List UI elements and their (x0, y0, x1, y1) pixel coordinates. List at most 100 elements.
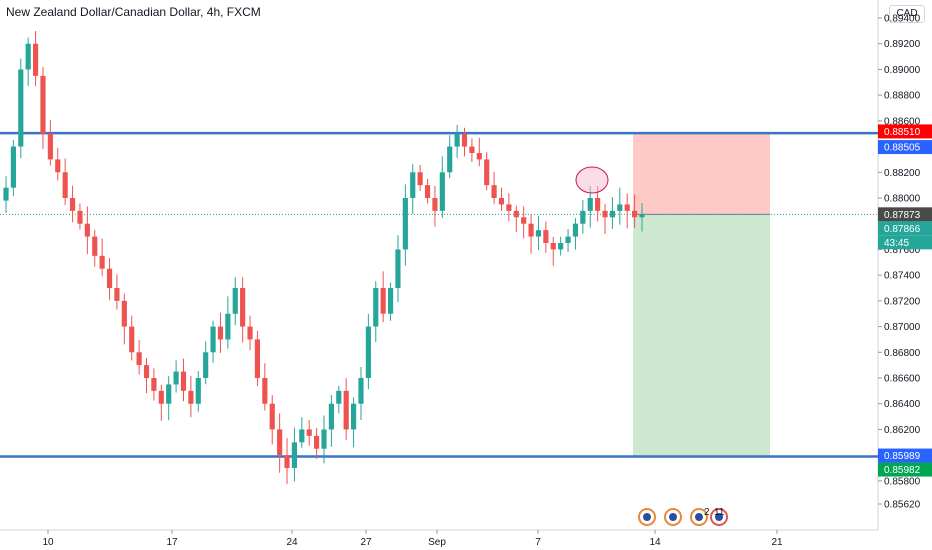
event-flag-icon[interactable] (638, 508, 656, 526)
candle-body (365, 326, 371, 378)
candle-body (232, 288, 238, 314)
candle-body (395, 249, 401, 288)
price-tick-label: 0.89000 (884, 65, 921, 76)
price-tick-label: 0.89400 (884, 14, 921, 25)
time-tick-label: 10 (42, 537, 54, 548)
countdown-label-bg (878, 235, 932, 250)
candle-body (506, 204, 512, 211)
candle-body (106, 268, 113, 288)
candle-body (328, 403, 334, 430)
candle-body (143, 365, 150, 378)
candle-body (121, 300, 127, 327)
time-tick-label: Sep (428, 537, 446, 548)
candle-body (580, 210, 586, 224)
stop-price-label-bg (878, 124, 932, 139)
countdown-label: 43:45 (884, 238, 909, 249)
bid-price-label-bg (878, 221, 932, 236)
candle-body (77, 210, 83, 224)
candle-body (151, 378, 157, 391)
candle-body (461, 133, 468, 147)
candle-body (402, 198, 408, 250)
candle-body (210, 326, 216, 353)
candle-body (69, 198, 76, 211)
candle-body (188, 390, 194, 404)
candle-body (572, 223, 579, 237)
candle-body (47, 133, 53, 160)
event-flag-icon[interactable] (710, 508, 728, 526)
price-tick-label: 0.85800 (884, 476, 921, 487)
candle-body (587, 198, 593, 211)
candle-body (180, 371, 187, 391)
price-tick-label: 0.87000 (884, 322, 921, 333)
candle-body (240, 288, 246, 327)
candle-body (543, 230, 549, 243)
candle-body (262, 378, 268, 404)
event-flag-icon[interactable] (690, 508, 708, 526)
candle-body (336, 390, 342, 404)
price-tick-label: 0.88200 (884, 168, 921, 179)
candle-body (247, 326, 253, 340)
candle-body (602, 210, 608, 218)
candle-body (617, 204, 623, 211)
price-tick-label: 0.86400 (884, 399, 921, 410)
level-price-label-bg (878, 140, 932, 155)
stop-loss-zone (633, 132, 770, 215)
price-tick-label: 0.88800 (884, 91, 921, 102)
candle-body (417, 172, 423, 186)
event-count: 2 (704, 507, 710, 518)
candle-body (158, 390, 164, 404)
candle-body (195, 378, 201, 404)
candle-body (166, 384, 172, 404)
candle-body (225, 313, 231, 340)
time-tick-label: 17 (166, 537, 178, 548)
price-tick-label: 0.87600 (884, 245, 921, 256)
candle-body (447, 146, 453, 173)
time-tick-label: 24 (286, 537, 298, 548)
candle-body (476, 153, 482, 160)
candle-body (410, 172, 416, 198)
candle-body (639, 214, 645, 218)
price-tick-label: 0.86600 (884, 374, 921, 385)
stop-price-label: 0.88510 (884, 127, 921, 138)
candle-body (632, 210, 638, 218)
bid-price-label: 0.87866 (884, 224, 921, 235)
candle-body (136, 352, 142, 366)
candle-body (3, 187, 9, 201)
candle-body (25, 43, 31, 70)
candle-body (454, 133, 460, 147)
chart-title: New Zealand Dollar/Canadian Dollar, 4h, … (6, 5, 261, 19)
candle-body (269, 403, 275, 430)
candle-body (550, 243, 556, 250)
candle-body (343, 390, 349, 430)
candle-body (284, 455, 290, 468)
candle-body (484, 159, 490, 186)
candle-body (62, 172, 68, 198)
candle-body (513, 210, 519, 218)
candle-body (439, 172, 445, 211)
highlight-ellipse (575, 166, 609, 194)
last-price-label: 0.87873 (884, 210, 921, 221)
candle-body (432, 198, 438, 211)
event-flag-icon[interactable] (664, 508, 682, 526)
candle-body (609, 210, 616, 218)
price-tick-label: 0.87400 (884, 271, 921, 282)
candle-body (99, 255, 105, 269)
candle-body (491, 185, 497, 198)
take-profit-zone (633, 214, 770, 457)
candle-body (624, 204, 630, 211)
price-tick-label: 0.86200 (884, 425, 921, 436)
candle-body (203, 352, 209, 378)
time-tick-label: 7 (535, 537, 541, 548)
candle-body (277, 429, 283, 456)
target-price-label-bg (878, 462, 932, 477)
price-tick-label: 0.88000 (884, 194, 921, 205)
currency-button[interactable]: CAD (889, 5, 925, 23)
candle-body (595, 198, 601, 211)
price-tick-label: 0.89200 (884, 39, 921, 50)
candle-body (55, 159, 61, 173)
candle-body (32, 43, 39, 76)
candle-body (173, 371, 179, 385)
candle-body (535, 230, 542, 237)
candle-body (18, 69, 24, 147)
